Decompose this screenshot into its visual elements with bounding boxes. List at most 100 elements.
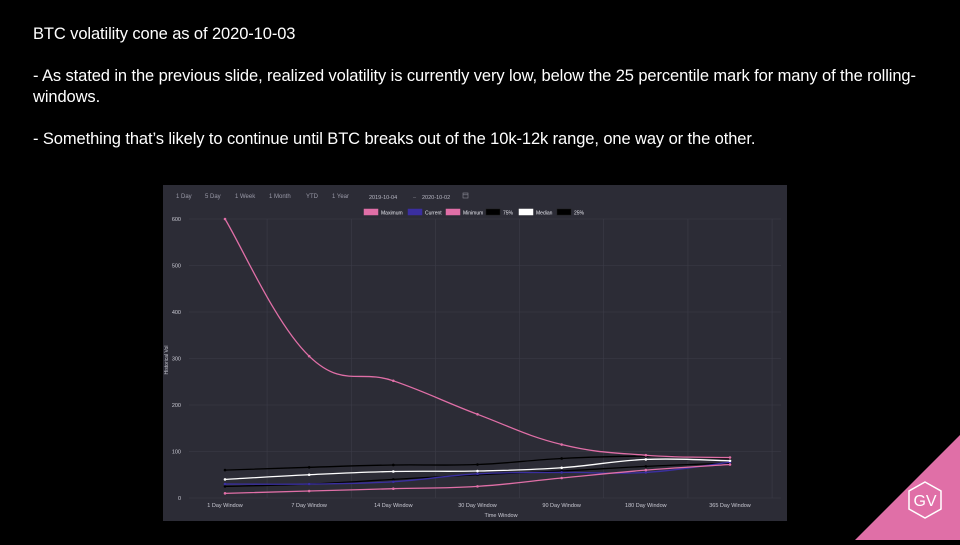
range-button[interactable]: 1 Day: [176, 194, 192, 200]
date-to-input[interactable]: 2020-10-02: [422, 195, 450, 201]
logo-text: GV: [913, 493, 936, 510]
chart-svg: 1 Day 5 Day 1 Week 1 Month YTD 1 Year 2019-10-…: [164, 192, 781, 519]
data-point[interactable]: [476, 413, 479, 416]
legend-label: Median: [536, 211, 553, 217]
data-point[interactable]: [392, 480, 395, 484]
data-point[interactable]: [560, 457, 563, 460]
legend-item[interactable]: Current: [407, 208, 442, 217]
data-point[interactable]: [644, 465, 648, 468]
chart-grid: [189, 218, 781, 499]
legend-swatch: [518, 208, 534, 216]
x-tick-label: 365 Day Window: [709, 503, 751, 509]
legend-label: Current: [425, 211, 442, 217]
data-point[interactable]: [560, 466, 563, 470]
hexagon-icon: [908, 481, 942, 519]
data-point[interactable]: [560, 471, 563, 474]
series-line: [224, 455, 731, 471]
range-button[interactable]: YTD: [306, 194, 319, 200]
data-point[interactable]: [728, 463, 732, 466]
slide-title: BTC volatility cone as of 2020-10-03: [33, 25, 296, 43]
data-point[interactable]: [728, 456, 732, 459]
slide-text: BTC volatility cone as of 2020-10-03 - A…: [33, 24, 933, 150]
data-point[interactable]: [307, 482, 311, 486]
range-button[interactable]: 1 Year: [332, 194, 349, 200]
data-point[interactable]: [392, 487, 395, 491]
legend-swatch: [363, 208, 379, 216]
range-button[interactable]: 1 Month: [269, 194, 291, 200]
data-point[interactable]: [560, 443, 563, 446]
legend-swatch: [485, 208, 501, 216]
data-point[interactable]: [644, 468, 648, 472]
legend-item[interactable]: 75%: [485, 208, 514, 217]
legend-swatch: [407, 208, 423, 216]
data-point[interactable]: [223, 217, 227, 221]
series-median: [223, 458, 732, 481]
legend-item[interactable]: Maximum: [363, 208, 403, 217]
data-point[interactable]: [644, 458, 648, 461]
chart-toolbar: 1 Day 5 Day 1 Week 1 Month YTD 1 Year 2019-10-…: [176, 192, 469, 201]
legend-swatch: [556, 208, 572, 216]
x-tick-label: 7 Day Window: [291, 503, 326, 509]
legend-label: Maximum: [381, 211, 403, 217]
y-tick-label: 300: [172, 357, 181, 363]
y-tick-label: 600: [172, 217, 181, 223]
data-point[interactable]: [560, 476, 563, 480]
data-point[interactable]: [392, 463, 395, 467]
y-tick-label: 400: [172, 310, 181, 316]
volatility-cone-chart: 1 Day 5 Day 1 Week 1 Month YTD 1 Year 2019-10-…: [163, 185, 787, 521]
y-tick-label: 200: [172, 403, 181, 409]
logo-corner-triangle: [855, 435, 960, 540]
y-axis-label: Historical Vol: [164, 346, 170, 375]
data-point[interactable]: [307, 354, 311, 358]
chart-axes: 0 100 200 300 400 500 600 1 Day Window 7 Day Win…: [164, 217, 751, 519]
x-tick-label: 14 Day Window: [374, 503, 413, 509]
legend-item[interactable]: Minimum: [445, 208, 483, 217]
series-current: [223, 460, 732, 486]
range-button[interactable]: 1 Week: [235, 194, 256, 200]
data-point[interactable]: [476, 472, 479, 476]
range-button[interactable]: 5 Day: [205, 194, 221, 200]
y-tick-label: 0: [178, 496, 181, 502]
y-tick-label: 500: [172, 264, 181, 270]
legend-item[interactable]: Median: [518, 208, 553, 217]
data-point[interactable]: [644, 471, 648, 474]
legend-label: Minimum: [463, 211, 483, 217]
date-separator: –: [413, 195, 417, 201]
y-tick-label: 100: [172, 450, 181, 456]
series-line: [224, 218, 731, 459]
date-from-input[interactable]: 2019-10-04: [369, 195, 397, 201]
data-point[interactable]: [223, 468, 227, 472]
data-point[interactable]: [223, 482, 227, 486]
gv-logo: GV: [855, 435, 960, 540]
data-point[interactable]: [223, 485, 227, 488]
data-point[interactable]: [307, 489, 311, 493]
data-point[interactable]: [644, 453, 648, 457]
data-point[interactable]: [392, 478, 395, 481]
series-line: [224, 463, 731, 494]
legend-label: 25%: [574, 211, 585, 217]
bullet-realized-vol: - As stated in the previous slide, reali…: [33, 67, 916, 106]
data-point[interactable]: [392, 470, 395, 473]
chart-series: [223, 217, 732, 495]
data-point[interactable]: [476, 469, 479, 473]
data-point[interactable]: [392, 379, 395, 383]
calendar-icon[interactable]: [462, 192, 469, 199]
legend-item[interactable]: 25%: [556, 208, 585, 217]
series-maximum: [223, 217, 732, 459]
x-tick-label: 90 Day Window: [542, 503, 581, 509]
data-point[interactable]: [223, 478, 227, 481]
data-point[interactable]: [307, 473, 311, 477]
chart-legend: Maximum Current Minimum 75% Median 25%: [363, 208, 585, 217]
data-point[interactable]: [223, 492, 227, 495]
data-point[interactable]: [307, 466, 311, 469]
x-tick-label: 180 Day Window: [625, 503, 667, 509]
bullet-range-breakout: - Something that’s likely to continue un…: [33, 130, 756, 148]
legend-label: 75%: [503, 211, 514, 217]
x-axis-label: Time Window: [484, 513, 517, 519]
x-tick-label: 1 Day Window: [207, 503, 242, 509]
x-tick-label: 30 Day Window: [458, 503, 497, 509]
data-point[interactable]: [476, 485, 479, 488]
series-minimum: [223, 463, 732, 495]
data-point[interactable]: [476, 463, 479, 466]
data-point[interactable]: [728, 459, 732, 463]
